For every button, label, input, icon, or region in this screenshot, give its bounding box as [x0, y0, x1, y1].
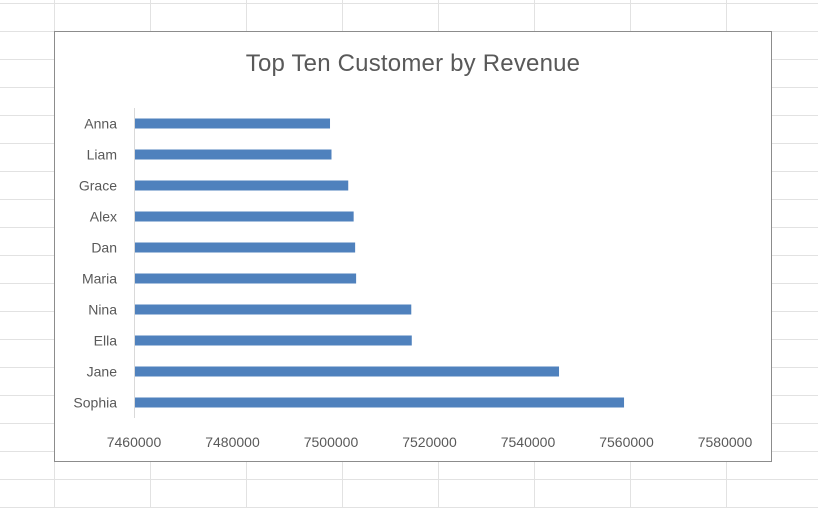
bar[interactable]: [135, 149, 332, 160]
x-tick-label: 7580000: [698, 434, 753, 450]
category-label: Dan: [91, 240, 117, 256]
bar[interactable]: [135, 397, 625, 408]
bar[interactable]: [135, 304, 412, 315]
bar-chart-plot: Anna Liam Grace Alex Dan Maria Nina Ella Jane Sop…: [73, 108, 753, 450]
category-label: Alex: [90, 209, 117, 225]
bar[interactable]: [135, 273, 357, 284]
bar[interactable]: [135, 366, 560, 377]
category-label: Grace: [79, 178, 117, 194]
chart-container[interactable]: Top Ten Customer by Revenue Anna Liam Grac…: [54, 31, 772, 462]
x-tick-label: 7560000: [599, 434, 654, 450]
category-label: Jane: [87, 364, 118, 380]
category-label: Sophia: [73, 395, 117, 411]
bar[interactable]: [135, 118, 331, 129]
x-tick-label: 7540000: [501, 434, 556, 450]
category-label: Ella: [94, 333, 118, 349]
bar[interactable]: [135, 211, 354, 222]
x-tick-label: 7480000: [205, 434, 260, 450]
x-tick-label: 7500000: [304, 434, 359, 450]
category-label: Nina: [88, 302, 117, 318]
category-label: Liam: [87, 147, 117, 163]
x-tick-label: 7520000: [402, 434, 457, 450]
bar[interactable]: [135, 180, 349, 191]
category-label: Anna: [84, 116, 117, 132]
x-tick-label: 7460000: [107, 434, 162, 450]
chart-title: Top Ten Customer by Revenue: [245, 50, 581, 77]
bar[interactable]: [135, 335, 412, 346]
bar[interactable]: [135, 242, 356, 253]
category-label: Maria: [82, 271, 117, 287]
